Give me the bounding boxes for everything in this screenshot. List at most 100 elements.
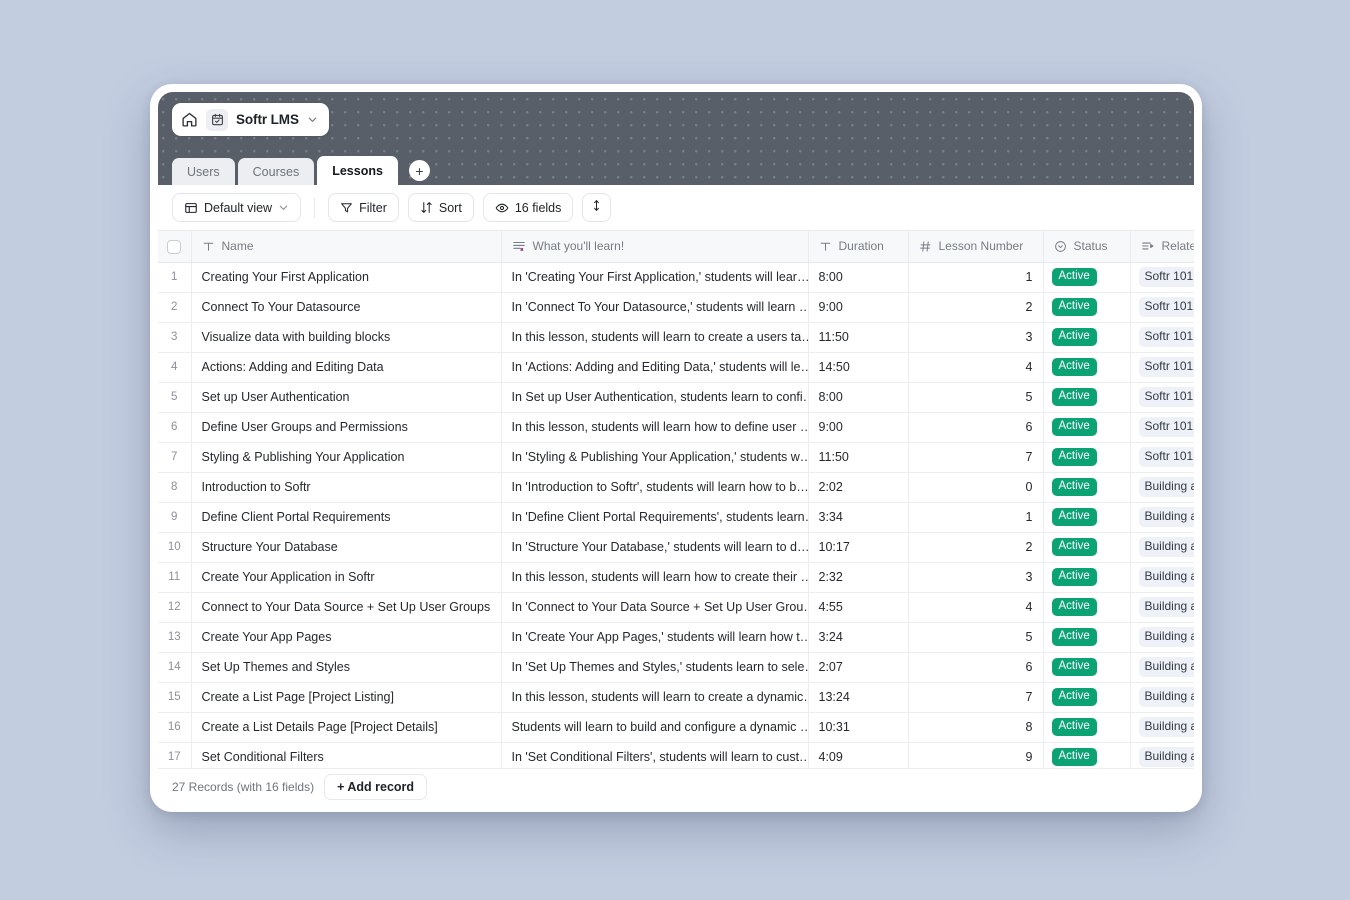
table-row[interactable]: 8 Introduction to Softr In 'Introduction t… <box>158 472 1194 503</box>
cell-duration[interactable]: 3:34 <box>808 502 909 533</box>
cell-description[interactable]: In this lesson, students will learn to c… <box>501 322 809 353</box>
row-height-button[interactable] <box>582 193 612 222</box>
cell-name[interactable]: Connect to Your Data Source + Set Up Use… <box>191 592 502 623</box>
related-chip[interactable]: Building a <box>1138 537 1194 557</box>
cell-name[interactable]: Create Your App Pages <box>191 622 502 653</box>
table-row[interactable]: 7 Styling & Publishing Your Application In… <box>158 442 1194 473</box>
chevron-down-icon[interactable] <box>307 114 318 125</box>
related-chip[interactable]: Building a <box>1138 747 1194 767</box>
cell-lesson-number[interactable]: 6 <box>908 652 1044 683</box>
cell-name[interactable]: Set up User Authentication <box>191 382 502 413</box>
tab-lessons[interactable]: Lessons <box>317 156 398 185</box>
cell-name[interactable]: Create a List Details Page [Project Deta… <box>191 712 502 743</box>
cell-duration[interactable]: 2:02 <box>808 472 909 503</box>
related-chip[interactable]: Softr 101 <box>1138 297 1194 317</box>
column-header-duration[interactable]: Duration <box>808 231 909 263</box>
cell-lesson-number[interactable]: 1 <box>908 262 1044 293</box>
table-row[interactable]: 13 Create Your App Pages In 'Create Your A… <box>158 622 1194 653</box>
cell-duration[interactable]: 14:50 <box>808 352 909 383</box>
related-chip[interactable]: Softr 101 <box>1138 327 1194 347</box>
fields-button[interactable]: 16 fields <box>482 193 574 222</box>
cell-lesson-number[interactable]: 3 <box>908 322 1044 353</box>
cell-status[interactable]: Active <box>1043 352 1131 383</box>
cell-name[interactable]: Creating Your First Application <box>191 262 502 293</box>
table-row[interactable]: 6 Define User Groups and Permissions In th… <box>158 412 1194 443</box>
cell-status[interactable]: Active <box>1043 532 1131 563</box>
cell-lesson-number[interactable]: 8 <box>908 712 1044 743</box>
view-selector-button[interactable]: Default view <box>172 193 302 222</box>
cell-description[interactable]: In 'Introduction to Softr', students wil… <box>501 472 809 503</box>
cell-related[interactable]: Building a <box>1130 622 1194 653</box>
cell-related[interactable]: Softr 101 <box>1130 262 1194 293</box>
cell-duration[interactable]: 11:50 <box>808 322 909 353</box>
cell-related[interactable]: Building a <box>1130 652 1194 683</box>
cell-status[interactable]: Active <box>1043 382 1131 413</box>
cell-name[interactable]: Set Up Themes and Styles <box>191 652 502 683</box>
cell-status[interactable]: Active <box>1043 502 1131 533</box>
cell-description[interactable]: In 'Structure Your Database,' students w… <box>501 532 809 563</box>
column-header-name[interactable]: Name <box>191 231 502 263</box>
table-row[interactable]: 2 Connect To Your Datasource In 'Connect T… <box>158 292 1194 323</box>
table-row[interactable]: 3 Visualize data with building blocks In t… <box>158 322 1194 353</box>
cell-related[interactable]: Softr 101 <box>1130 382 1194 413</box>
tab-courses[interactable]: Courses <box>237 158 315 185</box>
cell-status[interactable]: Active <box>1043 442 1131 473</box>
cell-related[interactable]: Building a <box>1130 532 1194 563</box>
column-header-what-youll-learn[interactable]: What you'll learn! <box>501 231 809 263</box>
cell-description[interactable]: In 'Actions: Adding and Editing Data,' s… <box>501 352 809 383</box>
cell-status[interactable]: Active <box>1043 292 1131 323</box>
table-row[interactable]: 11 Create Your Application in Softr In thi… <box>158 562 1194 593</box>
cell-status[interactable]: Active <box>1043 712 1131 743</box>
cell-duration[interactable]: 13:24 <box>808 682 909 713</box>
cell-name[interactable]: Styling & Publishing Your Application <box>191 442 502 473</box>
tab-users[interactable]: Users <box>172 158 235 185</box>
cell-duration[interactable]: 10:17 <box>808 532 909 563</box>
cell-related[interactable]: Softr 101 <box>1130 442 1194 473</box>
cell-duration[interactable]: 4:55 <box>808 592 909 623</box>
cell-status[interactable]: Active <box>1043 682 1131 713</box>
column-header-status[interactable]: Status <box>1043 231 1131 263</box>
cell-description[interactable]: In this lesson, students will learn how … <box>501 412 809 443</box>
related-chip[interactable]: Building a <box>1138 597 1194 617</box>
cell-status[interactable]: Active <box>1043 652 1131 683</box>
cell-status[interactable]: Active <box>1043 742 1131 768</box>
related-chip[interactable]: Softr 101 <box>1138 417 1194 437</box>
cell-status[interactable]: Active <box>1043 592 1131 623</box>
cell-name[interactable]: Create Your Application in Softr <box>191 562 502 593</box>
cell-duration[interactable]: 8:00 <box>808 262 909 293</box>
cell-duration[interactable]: 9:00 <box>808 412 909 443</box>
cell-name[interactable]: Structure Your Database <box>191 532 502 563</box>
cell-related[interactable]: Softr 101 <box>1130 322 1194 353</box>
cell-duration[interactable]: 2:07 <box>808 652 909 683</box>
column-header-lesson-number[interactable]: Lesson Number <box>908 231 1044 263</box>
cell-lesson-number[interactable]: 9 <box>908 742 1044 768</box>
cell-status[interactable]: Active <box>1043 562 1131 593</box>
cell-description[interactable]: In 'Styling & Publishing Your Applicatio… <box>501 442 809 473</box>
cell-duration[interactable]: 4:09 <box>808 742 909 768</box>
cell-related[interactable]: Softr 101 <box>1130 412 1194 443</box>
cell-lesson-number[interactable]: 4 <box>908 592 1044 623</box>
cell-status[interactable]: Active <box>1043 262 1131 293</box>
related-chip[interactable]: Building a <box>1138 567 1194 587</box>
table-row[interactable]: 10 Structure Your Database In 'Structure Y… <box>158 532 1194 563</box>
related-chip[interactable]: Softr 101 <box>1138 387 1194 407</box>
cell-description[interactable]: In 'Creating Your First Application,' st… <box>501 262 809 293</box>
select-all-header[interactable] <box>158 231 192 263</box>
related-chip[interactable]: Building a <box>1138 477 1194 497</box>
table-row[interactable]: 15 Create a List Page [Project Listing] In… <box>158 682 1194 713</box>
add-tab-button[interactable]: + <box>408 160 430 181</box>
table-row[interactable]: 17 Set Conditional Filters In 'Set Conditi… <box>158 742 1194 768</box>
workspace-switcher[interactable]: Softr LMS <box>172 103 329 136</box>
table-row[interactable]: 4 Actions: Adding and Editing Data In 'Act… <box>158 352 1194 383</box>
column-header-related[interactable]: Related <box>1130 231 1194 263</box>
related-chip[interactable]: Softr 101 <box>1138 267 1194 287</box>
table-row[interactable]: 9 Define Client Portal Requirements In 'De… <box>158 502 1194 533</box>
cell-lesson-number[interactable]: 2 <box>908 292 1044 323</box>
related-chip[interactable]: Building a <box>1138 627 1194 647</box>
cell-duration[interactable]: 3:24 <box>808 622 909 653</box>
cell-lesson-number[interactable]: 0 <box>908 472 1044 503</box>
table-row[interactable]: 5 Set up User Authentication In Set up Use… <box>158 382 1194 413</box>
table-row[interactable]: 14 Set Up Themes and Styles In 'Set Up The… <box>158 652 1194 683</box>
related-chip[interactable]: Building a <box>1138 657 1194 677</box>
cell-lesson-number[interactable]: 2 <box>908 532 1044 563</box>
